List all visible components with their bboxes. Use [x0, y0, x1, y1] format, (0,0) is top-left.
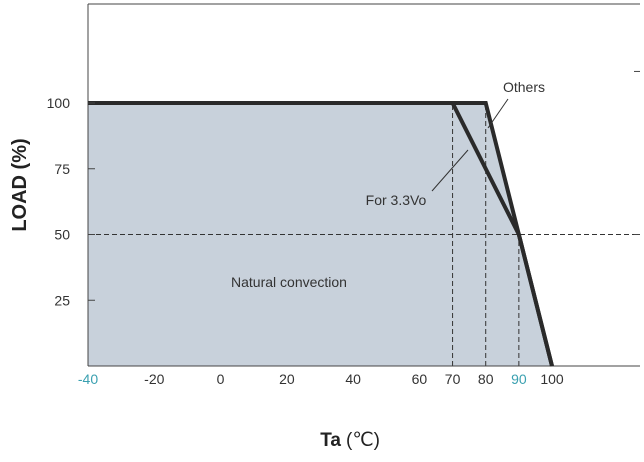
pointer-line-others: [487, 98, 509, 129]
x-tick-label: -20: [144, 371, 164, 387]
x-tick-label: 0: [217, 371, 225, 387]
x-tick-label: 40: [345, 371, 361, 387]
x-tick-label: 90: [511, 371, 527, 387]
series-label-3-3vo: For 3.3Vo: [366, 192, 427, 208]
pointer-line-3-3vo: [431, 149, 469, 192]
y-axis-title: LOAD (%): [9, 138, 31, 231]
series-label-others: Others: [503, 79, 545, 95]
x-tick-label: 70: [445, 371, 461, 387]
y-tick-label: 75: [54, 161, 70, 177]
y-tick-label: 100: [47, 95, 71, 111]
y-tick-label: 25: [54, 292, 70, 308]
natural-convection-label: Natural convection: [231, 274, 347, 290]
y-tick-label: 50: [54, 227, 70, 243]
x-tick-label: 100: [540, 371, 564, 387]
x-tick-label: 60: [412, 371, 428, 387]
x-tick-label: 80: [478, 371, 494, 387]
x-tick-label: 20: [279, 371, 295, 387]
series-line-3-3vo: [88, 101, 554, 367]
x-axis-unit: (℃): [346, 430, 380, 451]
x-axis-title: Ta: [320, 430, 341, 451]
x-tick-label: -40: [78, 371, 98, 387]
